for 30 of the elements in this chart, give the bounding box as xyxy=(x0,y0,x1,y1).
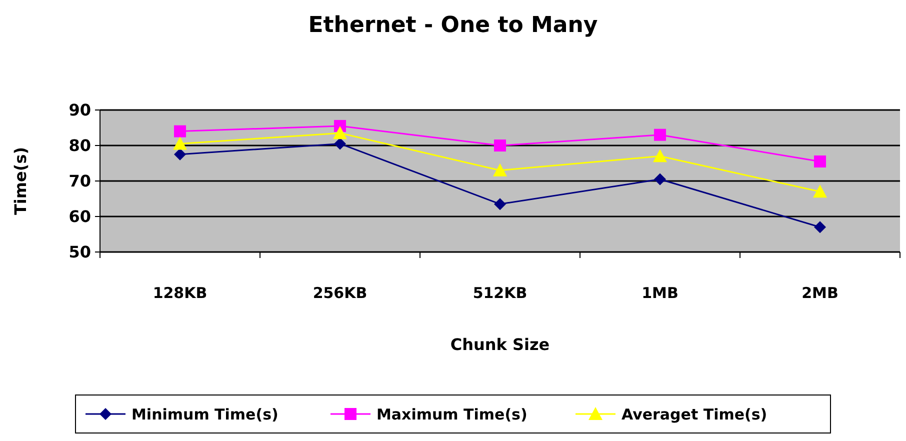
chart-title: Ethernet - One to Many xyxy=(308,13,598,38)
y-axis-title: Time(s) xyxy=(11,146,30,216)
point xyxy=(494,140,506,152)
y-tick-label: 60 xyxy=(68,207,91,226)
legend-label: Averaget Time(s) xyxy=(622,405,768,424)
x-tick-label: 2MB xyxy=(802,284,838,302)
point xyxy=(654,173,666,186)
x-axis-title: Chunk Size xyxy=(450,335,550,354)
point xyxy=(174,148,186,160)
point xyxy=(334,138,346,150)
point xyxy=(654,128,666,141)
y-tick-label: 70 xyxy=(68,172,91,191)
x-tick-label: 1MB xyxy=(642,284,678,302)
y-tick-label: 90 xyxy=(68,100,91,120)
y-tick-label: 50 xyxy=(68,242,91,262)
point xyxy=(493,163,507,176)
legend-label: Maximum Time(s) xyxy=(376,405,528,424)
point xyxy=(174,125,186,138)
point xyxy=(814,221,826,234)
x-tick-label: 512KB xyxy=(472,284,528,302)
point xyxy=(813,184,827,198)
point xyxy=(653,149,667,162)
point xyxy=(333,126,347,140)
x-tick-label: 256KB xyxy=(312,284,368,302)
y-tick-label: 80 xyxy=(68,136,91,156)
legend-label: Minimum Time(s) xyxy=(132,405,278,424)
x-tick-label: 128KB xyxy=(152,284,208,302)
point xyxy=(494,198,506,210)
point xyxy=(173,136,187,150)
point xyxy=(814,155,826,168)
